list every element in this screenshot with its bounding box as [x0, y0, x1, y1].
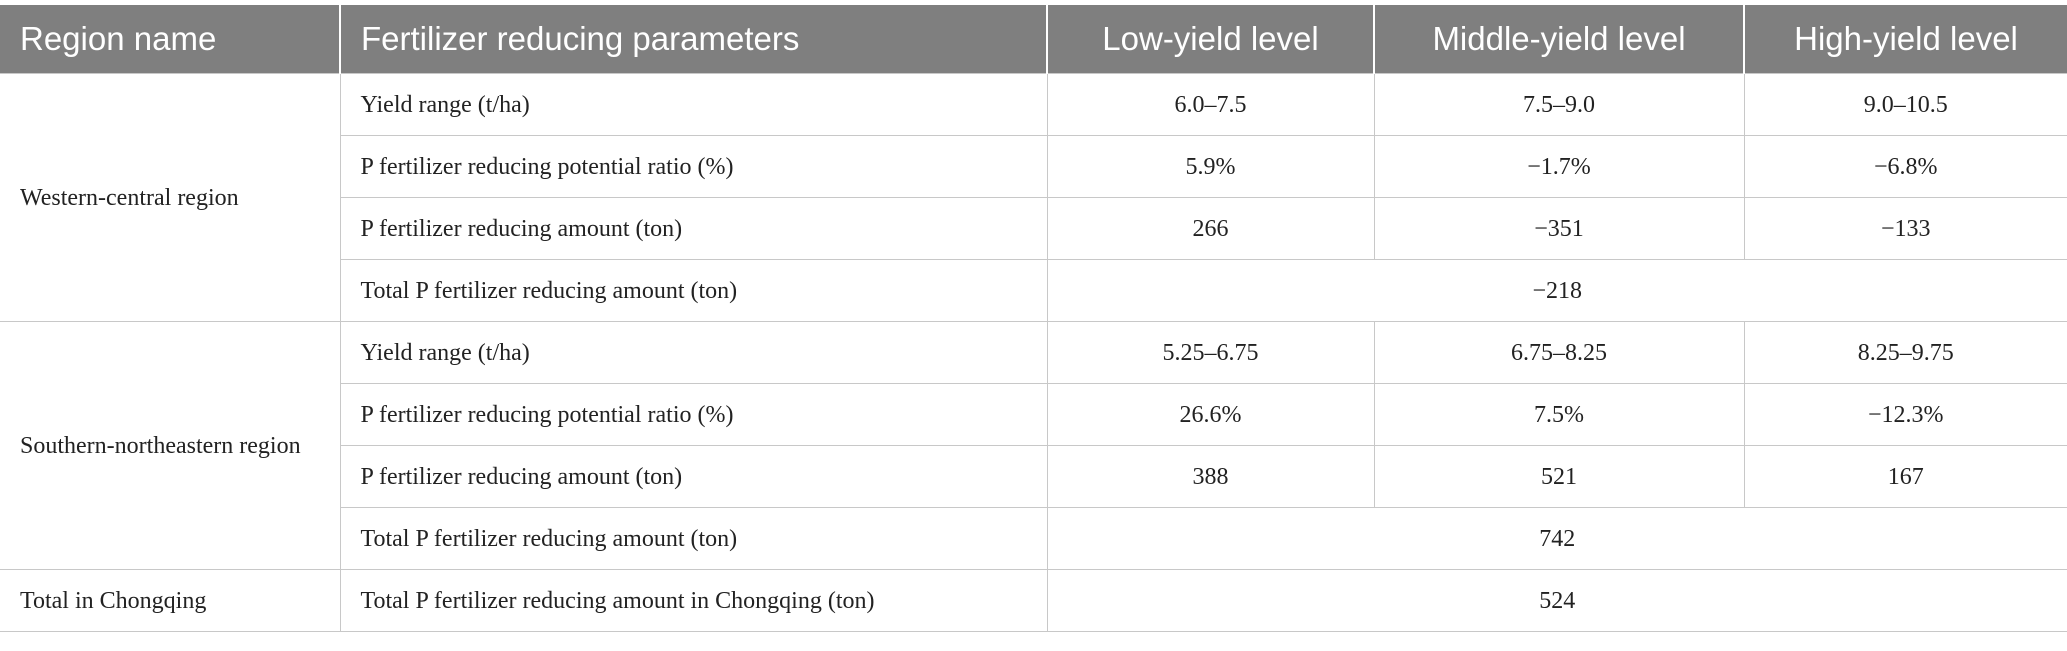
table-row: P fertilizer reducing potential ratio (%… [0, 383, 2067, 446]
table-row: P fertilizer reducing potential ratio (%… [0, 135, 2067, 198]
parameter-cell: Total P fertilizer reducing amount in Ch… [339, 569, 1048, 632]
value-cell: 7.5–9.0 [1373, 73, 1745, 136]
value-cell: 167 [1743, 445, 2067, 508]
page: Region name Fertilizer reducing parameter… [0, 5, 2067, 651]
parameter-cell: Total P fertilizer reducing amount (ton) [340, 507, 1048, 570]
value-cell: 521 [1373, 445, 1745, 508]
region-cell: Total in Chongqing [0, 569, 341, 632]
value-cell: 6.0–7.5 [1046, 73, 1375, 136]
parameter-cell: P fertilizer reducing amount (ton) [340, 197, 1048, 260]
value-cell: 5.25–6.75 [1046, 321, 1375, 384]
region-cell: Western-central region [0, 73, 341, 322]
value-cell: −351 [1373, 197, 1745, 260]
header-cell: High-yield level [1743, 5, 2067, 74]
table-row: Southern-northeastern region Yield range … [0, 321, 2067, 570]
parameter-cell: Total P fertilizer reducing amount (ton) [340, 259, 1048, 322]
parameter-cell: P fertilizer reducing amount (ton) [340, 445, 1048, 508]
header-cell: Region name [0, 5, 340, 74]
value-cell: −133 [1743, 197, 2067, 260]
region-cell: Southern-northeastern region [0, 321, 341, 570]
header-cell: Low-yield level [1046, 5, 1374, 74]
value-cell: 266 [1046, 197, 1375, 260]
value-cell: −218 [1046, 259, 2067, 322]
total-row: Total P fertilizer reducing amount (ton)… [0, 259, 2067, 322]
value-cell: −6.8% [1743, 135, 2067, 198]
value-cell: 524 [1046, 569, 2067, 632]
table-row: P fertilizer reducing amount (ton) 388 521… [0, 445, 2067, 508]
value-cell: 26.6% [1046, 383, 1375, 446]
value-cell: −12.3% [1743, 383, 2067, 446]
parameter-cell: Yield range (t/ha) [339, 73, 1048, 136]
header-row: Region name Fertilizer reducing parameter… [0, 5, 2067, 74]
table-body: Western-central region Yield range (t/ha)… [0, 73, 2067, 632]
parameter-cell: Yield range (t/ha) [339, 321, 1048, 384]
total-row: Total P fertilizer reducing amount (ton)… [0, 507, 2067, 570]
header-cell: Middle-yield level [1373, 5, 1744, 74]
value-cell: 5.9% [1046, 135, 1375, 198]
data-table: Region name Fertilizer reducing parameter… [0, 5, 2067, 632]
header-cell: Fertilizer reducing parameters [339, 5, 1047, 74]
value-cell: −1.7% [1373, 135, 1745, 198]
value-cell: 742 [1046, 507, 2067, 570]
value-cell: 7.5% [1373, 383, 1745, 446]
value-cell: 8.25–9.75 [1743, 321, 2067, 384]
value-cell: 388 [1046, 445, 1375, 508]
grand-total-row: Total in Chongqing Total P fertilizer red… [0, 569, 2067, 632]
value-cell: 6.75–8.25 [1373, 321, 1745, 384]
parameter-cell: P fertilizer reducing potential ratio (%… [340, 135, 1048, 198]
table-row: P fertilizer reducing amount (ton) 266 −35… [0, 197, 2067, 260]
table-row: Western-central region Yield range (t/ha)… [0, 73, 2067, 322]
value-cell: 9.0–10.5 [1743, 73, 2067, 136]
parameter-cell: P fertilizer reducing potential ratio (%… [340, 383, 1048, 446]
